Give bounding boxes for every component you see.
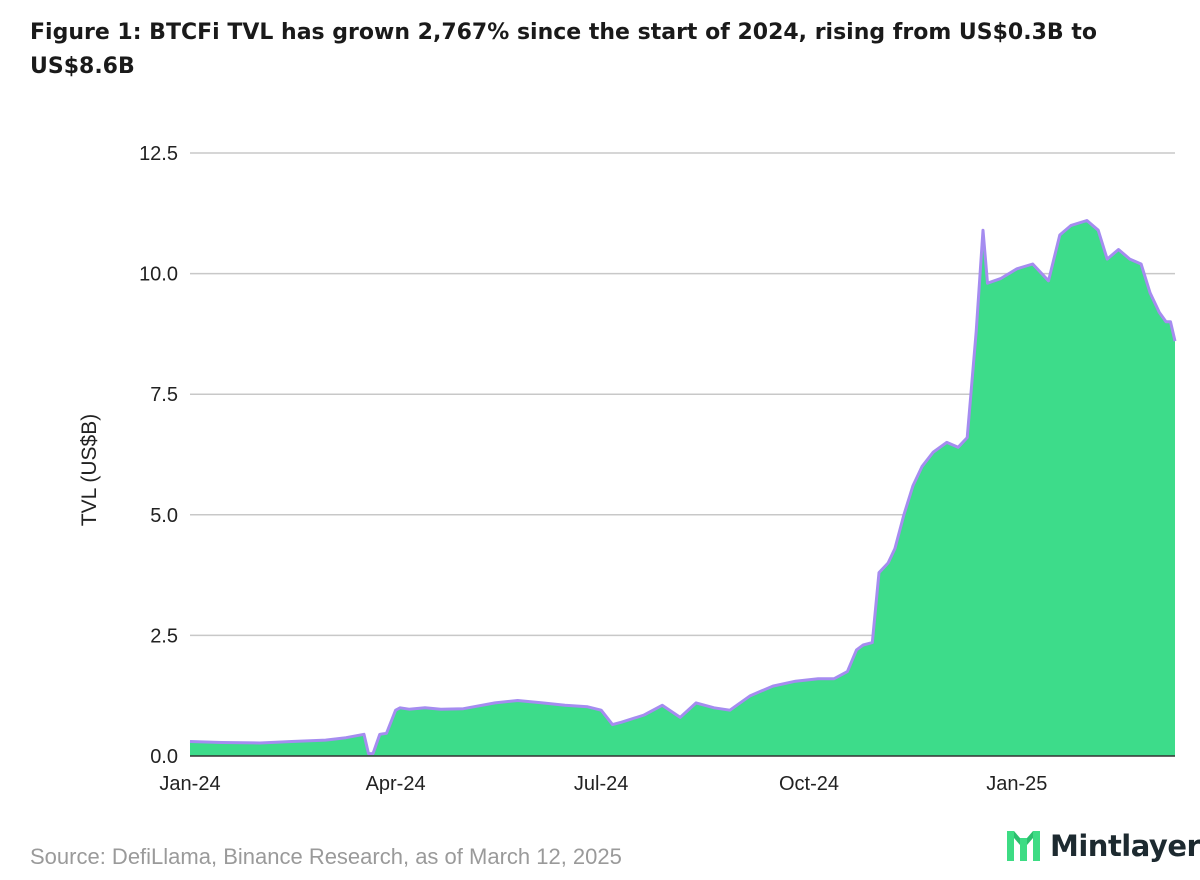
brand-name: Mintlayer: [1050, 829, 1200, 863]
y-axis-ticks: 0.0 2.5 5.0 7.5 10.0 12.5: [139, 143, 178, 768]
mintlayer-logo-icon: [1007, 831, 1040, 861]
brand-logo: Mintlayer: [1006, 828, 1200, 864]
y-tick-label: 5.0: [150, 505, 178, 527]
x-tick-label: Oct-24: [779, 773, 839, 795]
x-tick-label: Jan-24: [159, 773, 220, 795]
source-note: Source: DefiLlama, Binance Research, as …: [30, 844, 622, 869]
area-layer: [189, 219, 1177, 757]
y-tick-label: 0.0: [150, 746, 178, 768]
x-axis-ticks: Jan-24 Apr-24 Jul-24 Oct-24 Jan-25: [159, 773, 1047, 795]
x-tick-label: Apr-24: [366, 773, 426, 795]
chart-title: Figure 1: BTCFi TVL has grown 2,767% sin…: [30, 20, 1097, 79]
y-axis-label: TVL (US$B): [78, 414, 101, 526]
y-tick-label: 12.5: [139, 143, 178, 165]
tvl-line: [189, 219, 1177, 756]
tvl-area: [190, 220, 1175, 756]
y-tick-label: 10.0: [139, 264, 178, 286]
y-tick-label: 7.5: [150, 384, 178, 406]
y-tick-label: 2.5: [150, 625, 178, 647]
x-tick-label: Jan-25: [986, 773, 1047, 795]
x-tick-label: Jul-24: [574, 773, 628, 795]
